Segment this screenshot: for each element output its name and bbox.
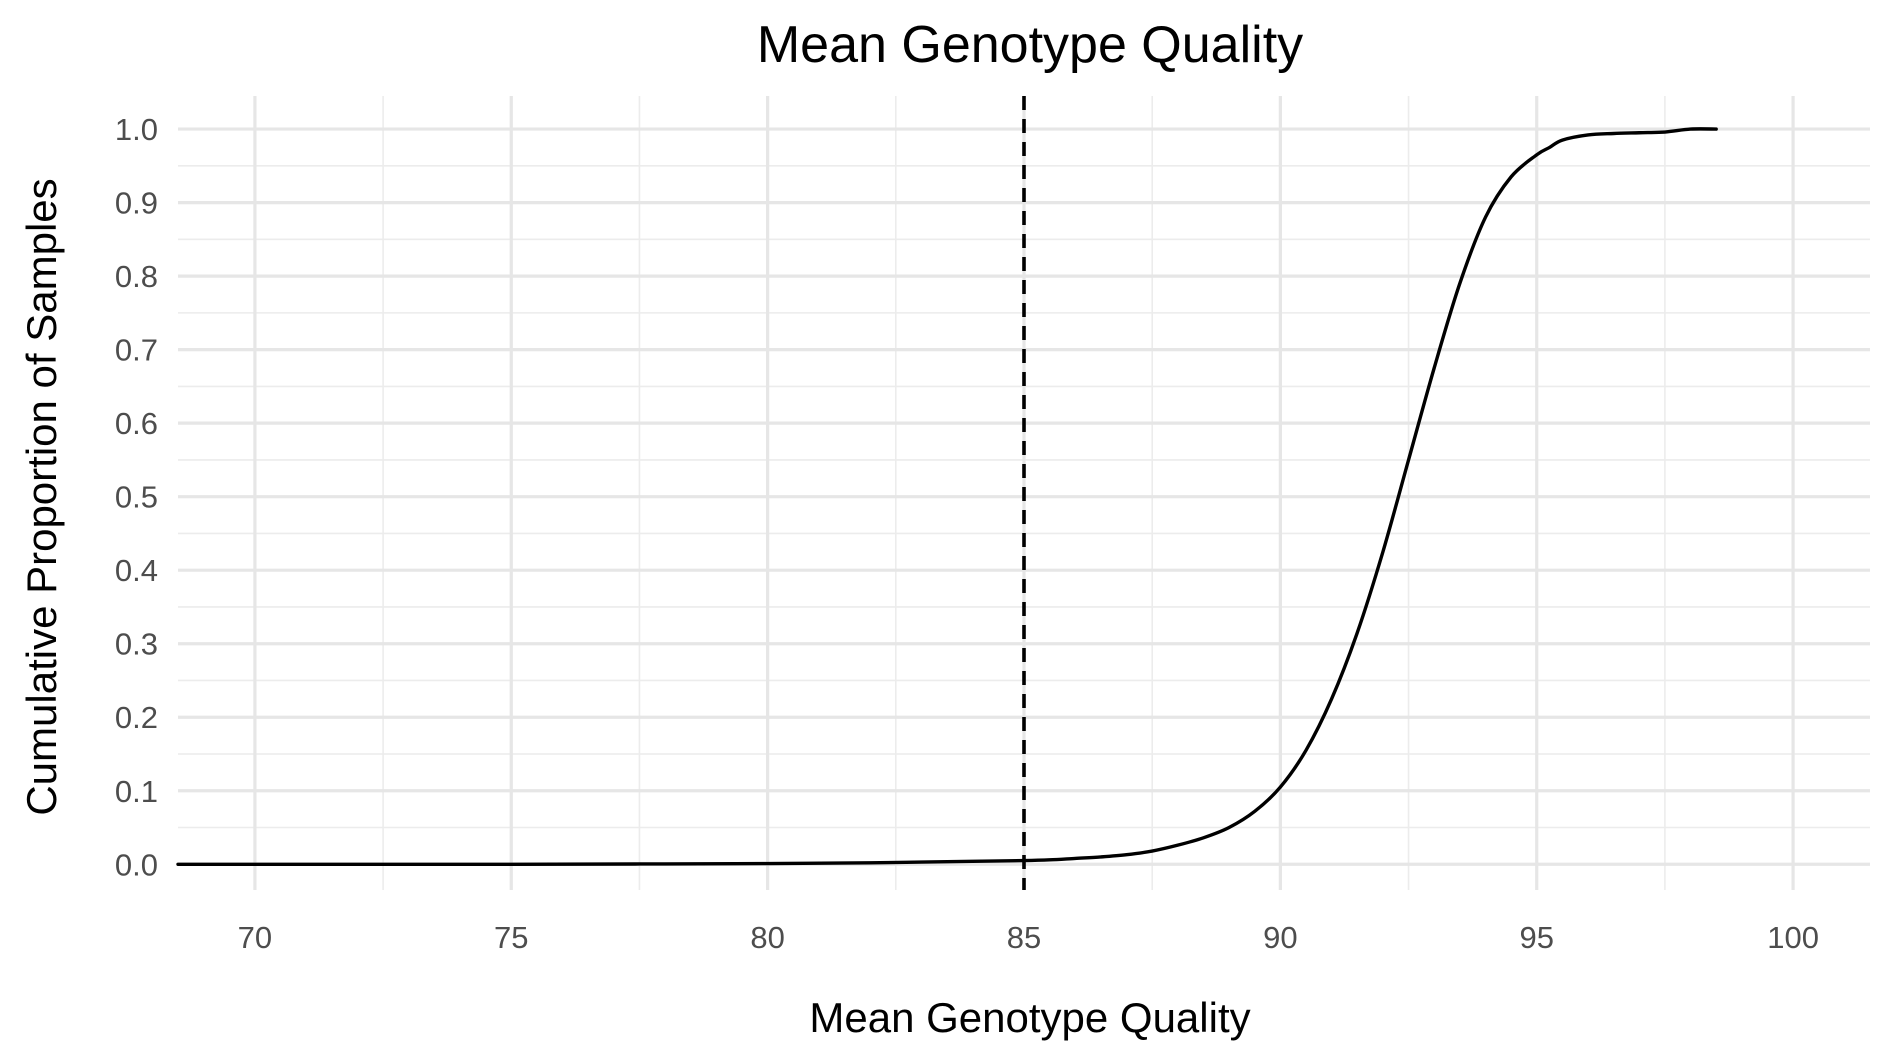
- x-tick-label: 90: [1263, 920, 1297, 955]
- y-tick-label: 0.2: [115, 700, 158, 735]
- x-tick-label: 100: [1767, 920, 1819, 955]
- x-tick-label: 80: [750, 920, 784, 955]
- ecdf-line: [176, 127, 1718, 866]
- y-tick-label: 0.8: [115, 259, 158, 294]
- x-tick-label: 70: [238, 920, 272, 955]
- x-tick-label: 85: [1007, 920, 1041, 955]
- y-tick-label: 0.4: [115, 553, 158, 588]
- chart-title: Mean Genotype Quality: [757, 16, 1303, 74]
- y-tick-label: 0.5: [115, 480, 158, 515]
- y-tick-label: 0.7: [115, 333, 158, 368]
- y-tick-label: 0.6: [115, 406, 158, 441]
- y-tick-label: 1.0: [115, 112, 158, 147]
- y-tick-label: 0.0: [115, 847, 158, 882]
- y-tick-label: 0.3: [115, 627, 158, 662]
- x-tick-label: 95: [1519, 920, 1553, 955]
- series-group: [176, 127, 1718, 866]
- x-tick-labels: 70 75 80 85 90 95 100: [238, 920, 1819, 955]
- y-tick-labels: 0.0 0.1 0.2 0.3 0.4 0.5 0.6 0.7 0.8 0.9 1.0: [115, 112, 158, 882]
- x-axis-title: Mean Genotype Quality: [809, 994, 1250, 1041]
- x-tick-label: 75: [494, 920, 528, 955]
- y-tick-label: 0.1: [115, 774, 158, 809]
- y-axis-title: Cumulative Proportion of Samples: [18, 178, 65, 815]
- y-tick-label: 0.9: [115, 186, 158, 221]
